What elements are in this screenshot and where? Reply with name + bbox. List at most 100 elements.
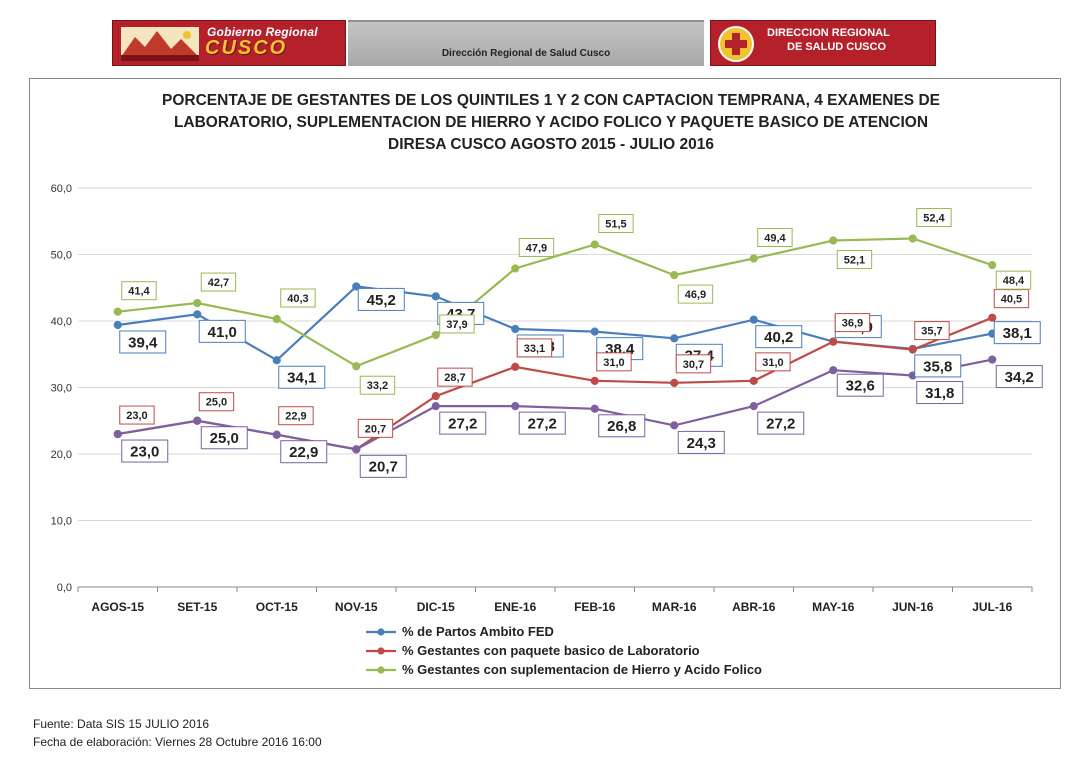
data-label: 41,0 xyxy=(208,324,237,341)
data-point xyxy=(988,355,997,364)
data-label-box xyxy=(916,381,964,405)
series-line xyxy=(117,237,993,368)
data-label-box xyxy=(278,406,314,426)
data-label: 52,4 xyxy=(923,213,945,225)
data-label: 24,3 xyxy=(687,435,716,452)
legend-marker xyxy=(377,666,385,674)
data-label: 51,5 xyxy=(605,218,626,230)
data-label-box xyxy=(119,330,167,354)
data-point xyxy=(908,234,917,243)
data-label-box xyxy=(757,411,805,435)
gobierno-regional-logo: Gobierno Regional CUSCO xyxy=(112,20,346,66)
data-label-box xyxy=(916,208,952,228)
data-label: 23,0 xyxy=(126,410,147,422)
data-label-box xyxy=(914,354,962,378)
data-label-box xyxy=(675,354,712,374)
line-chart: PORCENTAJE DE GESTANTES DE LOS QUINTILES… xyxy=(51,92,1043,677)
data-label: 22,9 xyxy=(285,411,306,423)
data-label-box xyxy=(359,375,396,395)
data-label: 36,9 xyxy=(842,318,863,330)
chart-title-line: PORCENTAJE DE GESTANTES DE LOS QUINTILES… xyxy=(162,92,940,109)
data-point xyxy=(352,445,361,454)
legend-label: % Gestantes con suplementacion de Hierro… xyxy=(402,662,762,677)
y-tick-label: 30,0 xyxy=(51,383,72,395)
data-point xyxy=(670,334,679,343)
data-label-box xyxy=(677,284,714,304)
data-label: 34,1 xyxy=(287,370,316,387)
data-label: 20,7 xyxy=(365,423,386,435)
data-point xyxy=(193,416,202,425)
data-point xyxy=(431,402,440,411)
data-label: 31,0 xyxy=(762,357,783,369)
data-label-box xyxy=(121,281,157,301)
y-tick-label: 20,0 xyxy=(51,449,72,461)
data-point xyxy=(590,404,599,413)
data-label-box xyxy=(280,288,316,308)
data-label-box xyxy=(439,411,487,435)
health-emblem-icon xyxy=(718,26,754,62)
data-label: 52,1 xyxy=(844,254,865,266)
data-label-box xyxy=(518,411,566,435)
y-tick-label: 10,0 xyxy=(51,516,72,528)
data-label: 23,0 xyxy=(130,443,159,460)
middle-banner-subtitle: Dirección Regional de Salud Cusco xyxy=(441,48,611,59)
data-label: 35,7 xyxy=(921,326,942,338)
left-logo-line2: CUSCO xyxy=(205,37,288,59)
data-point xyxy=(113,429,122,439)
data-point xyxy=(988,261,997,270)
data-point xyxy=(193,298,202,308)
data-label-box xyxy=(439,314,475,334)
data-label-box xyxy=(198,392,235,412)
data-label: 40,3 xyxy=(287,293,308,305)
x-tick-label: MAY-16 xyxy=(812,600,855,614)
data-point xyxy=(431,392,440,401)
data-label-box xyxy=(200,426,248,450)
middle-banner: Dirección Regional de Salud Cusco xyxy=(348,20,704,66)
data-label: 39,4 xyxy=(128,334,158,351)
data-label-box xyxy=(278,365,326,389)
data-point xyxy=(272,356,281,365)
data-point xyxy=(829,337,838,346)
diresa-logo: DIRECCION REGIONAL DE SALUD CUSCO xyxy=(710,20,936,66)
data-label-box xyxy=(836,373,884,397)
data-point xyxy=(511,402,520,411)
data-label-box xyxy=(995,365,1043,389)
x-tick-label: DIC-15 xyxy=(417,600,455,614)
data-label-box xyxy=(834,313,871,333)
data-label-box xyxy=(993,321,1041,345)
data-point xyxy=(431,292,440,301)
data-point xyxy=(988,313,997,322)
data-label: 32,6 xyxy=(846,378,875,395)
mountain-icon xyxy=(121,27,199,61)
data-point xyxy=(670,378,679,387)
x-tick-label: JUL-16 xyxy=(972,600,1012,614)
data-label-box xyxy=(437,367,473,387)
data-point xyxy=(670,271,679,280)
data-label-box xyxy=(596,352,632,372)
x-tick-label: FEB-16 xyxy=(574,600,616,614)
data-point xyxy=(272,430,281,439)
header-banner: Gobierno Regional CUSCO Dirección Region… xyxy=(112,20,936,66)
data-label-box xyxy=(995,270,1032,290)
data-label: 47,9 xyxy=(526,242,547,254)
data-label-box xyxy=(993,289,1030,309)
data-point xyxy=(749,402,758,411)
data-label-box xyxy=(359,454,407,478)
data-label: 41,4 xyxy=(128,286,150,298)
data-point xyxy=(829,366,838,375)
left-logo-line1: Gobierno Regional xyxy=(207,25,318,39)
data-label-box xyxy=(516,338,553,358)
data-point xyxy=(590,376,599,385)
y-tick-label: 60,0 xyxy=(51,183,72,195)
data-label-box xyxy=(836,250,873,270)
data-point xyxy=(113,320,122,330)
data-label: 25,0 xyxy=(210,430,239,447)
data-label: 48,4 xyxy=(1003,275,1025,287)
x-tick-label: ABR-16 xyxy=(732,600,776,614)
x-tick-label: JUN-16 xyxy=(892,600,934,614)
data-label-box xyxy=(357,287,405,311)
data-point xyxy=(590,240,599,249)
data-label: 30,7 xyxy=(683,359,704,371)
data-label-box xyxy=(914,321,950,341)
data-point xyxy=(193,310,202,319)
